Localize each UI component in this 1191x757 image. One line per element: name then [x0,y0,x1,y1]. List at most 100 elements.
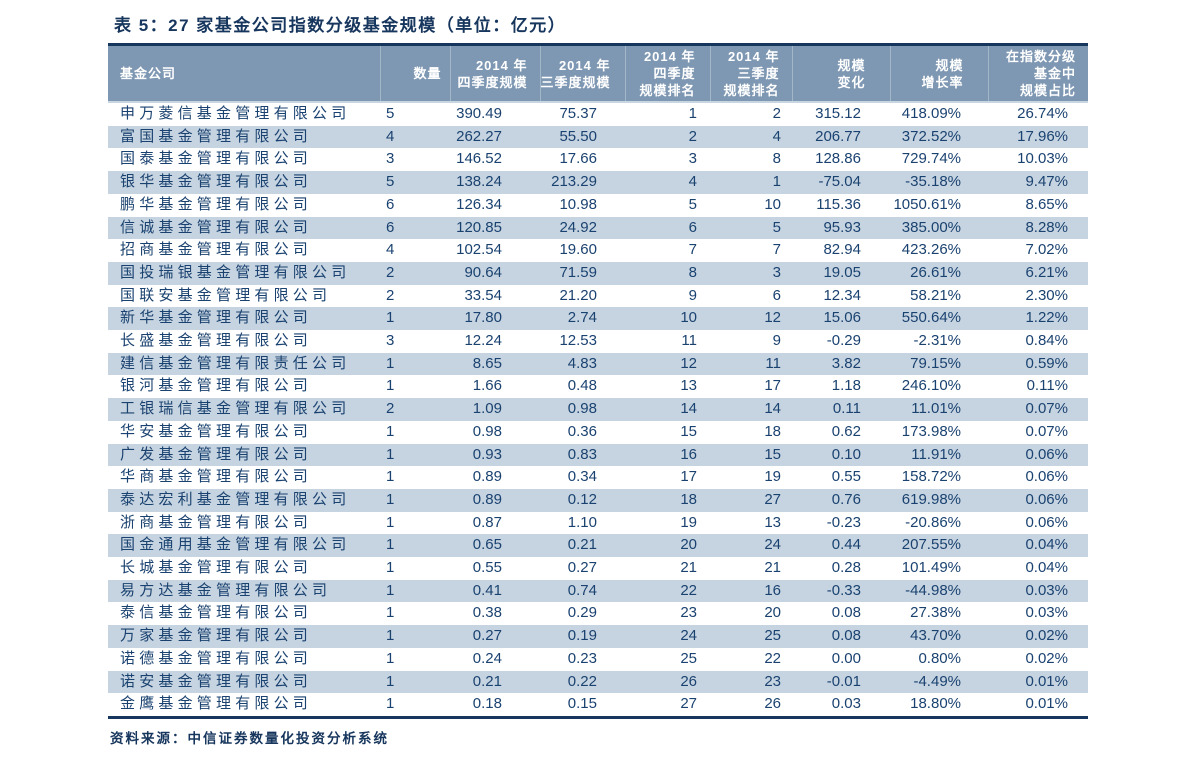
cell-scale-change: 0.08 [831,604,861,622]
cell-q3-2014-rank: 8 [772,150,781,168]
cell-q3-2014-scale: 0.98 [567,400,597,418]
table-row: 长城基金管理有限公司 1 0.55 0.27 21 21 0.28 101.49% 0.04% [108,557,1088,580]
cell-count: 5 [386,105,395,122]
cell-scale-change: 0.62 [831,422,861,440]
cell-share-in-index-funds: 0.04% [1025,559,1068,577]
cell-share-in-index-funds: 0.02% [1025,649,1068,667]
table-row: 泰达宏利基金管理有限公司 1 0.89 0.12 18 27 0.76 619.98% 0.06… [108,488,1088,512]
cell-scale-change: 128.86 [815,150,861,168]
cell-scale-change: 315.12 [815,105,861,122]
cell-q4-2014-scale: 0.21 [472,672,502,690]
cell-count: 1 [386,354,395,372]
cell-q3-2014-rank: 12 [764,309,781,327]
cell-q4-2014-rank: 20 [680,536,697,554]
cell-q3-2014-rank: 17 [764,377,781,395]
cell-q3-2014-scale: 17.66 [559,150,597,168]
cell-growth-rate: 11.91% [911,445,961,463]
cell-q3-2014-scale: 0.74 [567,581,597,599]
cell-q3-2014-scale: 0.48 [567,377,597,395]
cell-q3-2014-rank: 26 [764,695,781,713]
cell-q3-2014-rank: 19 [764,468,781,486]
cell-q4-2014-scale: 17.80 [464,309,502,327]
cell-q3-2014-rank: 14 [764,400,781,418]
cell-company: 新华基金管理有限公司 [120,309,313,327]
cell-scale-change: -75.04 [818,173,861,191]
cell-share-in-index-funds: 1.22% [1025,309,1068,327]
cell-share-in-index-funds: 0.07% [1025,400,1068,418]
table-row: 广发基金管理有限公司 1 0.93 0.83 16 15 0.10 11.91% 0.06% [108,443,1088,467]
cell-q4-2014-rank: 19 [680,513,697,531]
cell-q4-2014-rank: 17 [680,468,697,486]
cell-q3-2014-scale: 0.36 [567,422,597,440]
cell-scale-change: 0.55 [831,468,861,486]
cell-scale-change: 19.05 [823,263,861,281]
cell-count: 1 [386,445,395,463]
cell-count: 1 [386,468,395,486]
cell-share-in-index-funds: 8.28% [1025,218,1068,236]
cell-scale-change: -0.23 [826,513,861,531]
cell-count: 4 [386,127,395,145]
cell-company: 万家基金管理有限公司 [120,627,313,645]
cell-company: 华商基金管理有限公司 [120,468,313,486]
table-row: 建信基金管理有限责任公司 1 8.65 4.83 12 11 3.82 79.15% 0.59% [108,352,1088,376]
cell-q3-2014-rank: 24 [764,536,781,554]
table-row: 国联安基金管理有限公司 2 33.54 21.20 9 6 12.34 58.21% 2.30% [108,285,1088,308]
cell-q3-2014-rank: 1 [772,173,781,191]
table-row: 申万菱信基金管理有限公司 5 390.49 75.37 1 2 315.12 418.09% 2… [108,102,1088,126]
col-header-q4-2014-rank: 2014 年 四季度 规模排名 [624,44,710,103]
cell-growth-rate: 0.80% [918,649,961,667]
cell-count: 6 [386,195,395,213]
table-row: 银河基金管理有限公司 1 1.66 0.48 13 17 1.18 246.10% 0.11% [108,375,1088,398]
table-row: 新华基金管理有限公司 1 17.80 2.74 10 12 15.06 550.64% 1.22… [108,307,1088,331]
cell-count: 1 [386,695,395,713]
cell-count: 1 [386,536,395,554]
cell-count: 6 [386,218,395,236]
cell-company: 国投瑞银基金管理有限公司 [120,263,351,281]
cell-count: 1 [386,649,395,667]
cell-count: 1 [386,581,395,599]
cell-share-in-index-funds: 7.02% [1025,241,1068,259]
cell-q4-2014-rank: 13 [680,377,697,395]
cell-q3-2014-rank: 21 [764,559,781,577]
table-row: 华安基金管理有限公司 1 0.98 0.36 15 18 0.62 173.98% 0.07% [108,421,1088,444]
cell-share-in-index-funds: 0.06% [1025,468,1068,486]
cell-q4-2014-rank: 12 [680,354,697,372]
cell-company: 信诚基金管理有限公司 [120,218,313,236]
cell-q4-2014-rank: 25 [680,649,697,667]
cell-company: 国金通用基金管理有限公司 [120,536,351,554]
cell-q4-2014-rank: 26 [680,672,697,690]
cell-q3-2014-scale: 12.53 [559,332,597,350]
cell-company: 诺安基金管理有限公司 [120,672,313,690]
cell-growth-rate: -44.98% [905,581,961,599]
table-row: 诺安基金管理有限公司 1 0.21 0.22 26 23 -0.01 -4.49% 0.01% [108,670,1088,694]
cell-q3-2014-scale: 0.29 [567,604,597,622]
cell-q4-2014-rank: 22 [680,581,697,599]
col-header-growth-rate: 规模 增长率 [889,44,988,103]
cell-count: 1 [386,422,395,440]
cell-q4-2014-rank: 14 [680,400,697,418]
table-row: 万家基金管理有限公司 1 0.27 0.19 24 25 0.08 43.70% 0.02% [108,625,1088,648]
cell-q4-2014-scale: 0.87 [472,513,502,531]
cell-share-in-index-funds: 0.11% [1026,377,1068,395]
cell-q3-2014-rank: 15 [764,445,781,463]
col-header-q4-2014-scale: 2014 年 四季度规模 [449,44,540,103]
cell-count: 1 [386,309,395,327]
cell-count: 5 [386,173,395,191]
cell-growth-rate: -4.49% [913,672,961,690]
cell-q3-2014-rank: 16 [764,581,781,599]
table-row: 金鹰基金管理有限公司 1 0.18 0.15 27 26 0.03 18.80% 0.01% [108,693,1088,717]
cell-company: 泰信基金管理有限公司 [120,604,313,622]
cell-share-in-index-funds: 0.07% [1025,422,1068,440]
cell-q3-2014-rank: 13 [764,513,781,531]
cell-q3-2014-scale: 21.20 [559,286,597,304]
cell-growth-rate: 423.26% [901,241,961,259]
table-row: 鹏华基金管理有限公司 6 126.34 10.98 5 10 115.36 1050.61% 8… [108,194,1088,217]
cell-q3-2014-scale: 0.21 [567,536,597,554]
cell-q3-2014-scale: 0.83 [567,445,597,463]
table-body: 申万菱信基金管理有限公司 5 390.49 75.37 1 2 315.12 418.09% 2… [108,102,1088,717]
cell-scale-change: -0.01 [826,672,861,690]
cell-count: 1 [386,604,395,622]
cell-company: 易方达基金管理有限公司 [120,581,332,599]
cell-q3-2014-rank: 5 [772,218,781,236]
